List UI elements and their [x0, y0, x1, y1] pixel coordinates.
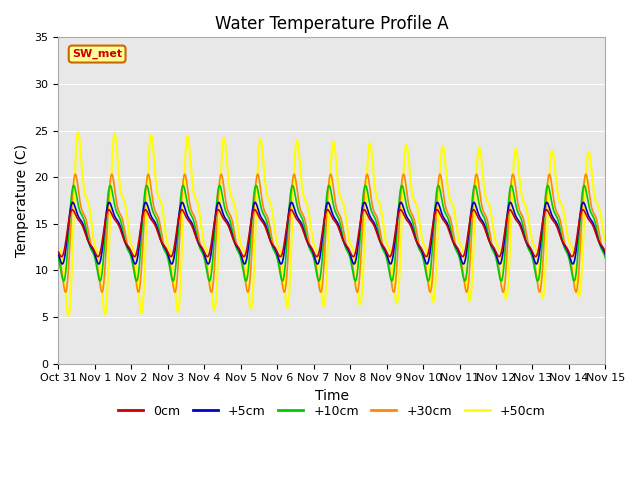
Y-axis label: Temperature (C): Temperature (C) — [15, 144, 29, 257]
X-axis label: Time: Time — [315, 389, 349, 403]
Title: Water Temperature Profile A: Water Temperature Profile A — [215, 15, 449, 33]
Text: SW_met: SW_met — [72, 49, 122, 59]
Legend: 0cm, +5cm, +10cm, +30cm, +50cm: 0cm, +5cm, +10cm, +30cm, +50cm — [113, 400, 550, 423]
